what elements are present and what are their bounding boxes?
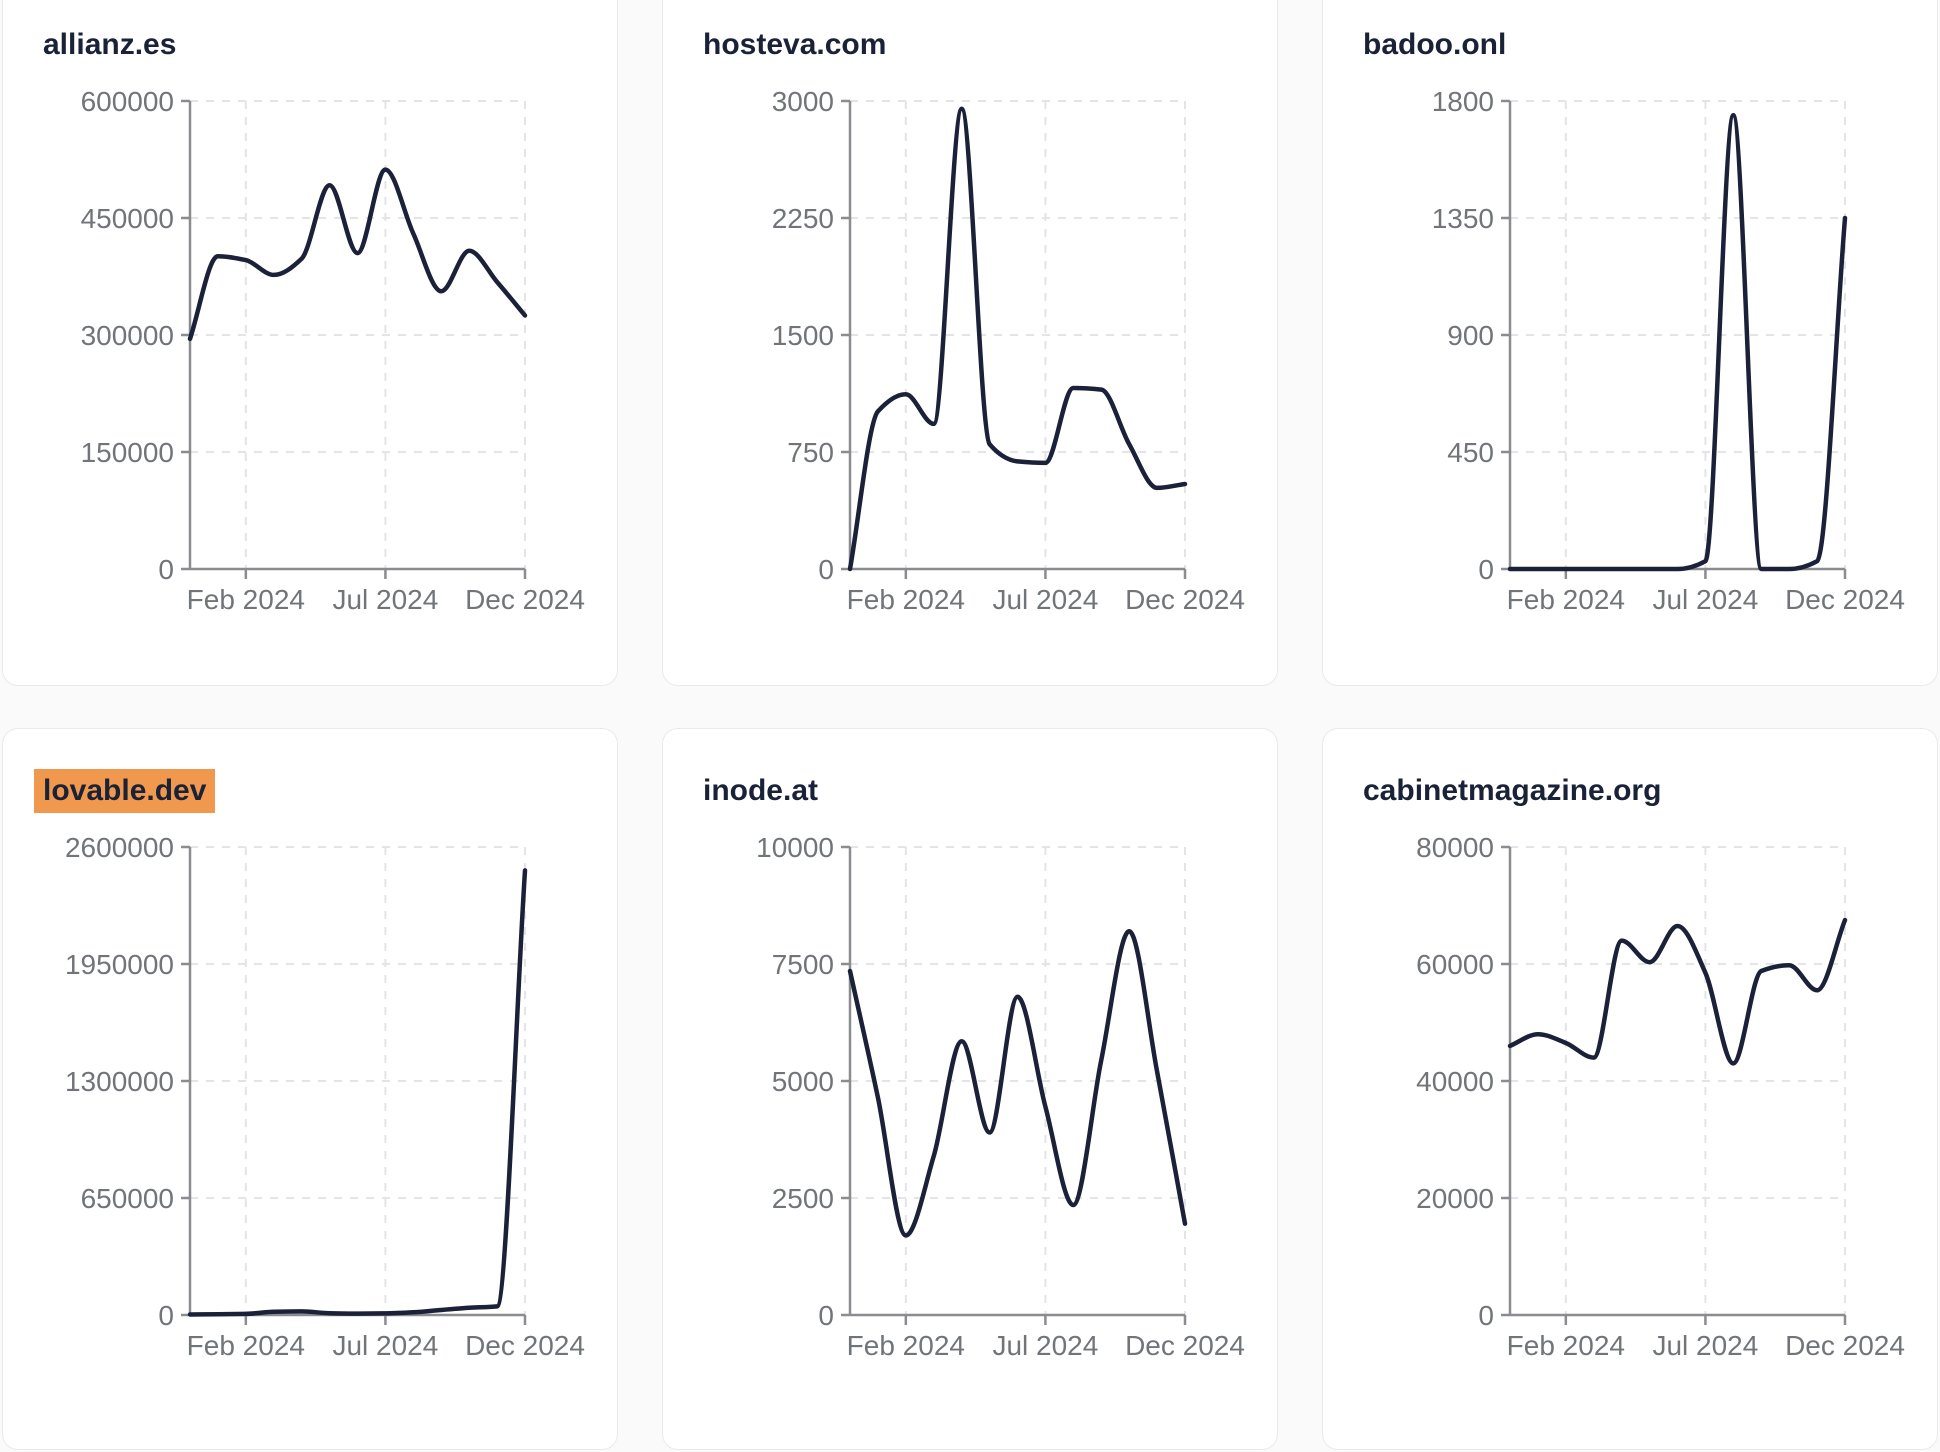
x-tick-label: Feb 2024: [1507, 584, 1625, 615]
y-tick-label: 0: [1478, 1300, 1494, 1331]
domain-card: hosteva.com 0 750 1500 2250 3000 Feb 2024 Jul …: [662, 0, 1278, 686]
domain-name: hosteva.com: [703, 28, 887, 61]
y-tick-label: 0: [158, 554, 174, 585]
x-tick-label: Dec 2024: [1785, 584, 1905, 615]
y-tick-label: 0: [1478, 554, 1494, 585]
traffic-line-chart: 0 750 1500 2250 3000 Feb 2024 Jul 2024 Dec 2024: [703, 83, 1277, 635]
x-tick-label: Feb 2024: [847, 584, 965, 615]
domain-name: cabinetmagazine.org: [1363, 774, 1662, 807]
x-tick-label: Jul 2024: [332, 584, 438, 615]
y-tick-label: 3000: [772, 86, 834, 117]
series-line: [187, 868, 528, 1317]
domain-card: lovable.dev 0 650000 1300000 1950000 2600000…: [2, 728, 618, 1450]
y-tick-label: 1500: [772, 320, 834, 351]
y-tick-label: 750: [787, 437, 834, 468]
x-tick-label: Jul 2024: [332, 1330, 438, 1361]
y-tick-label: 1800: [1432, 86, 1494, 117]
x-tick-label: Feb 2024: [187, 584, 305, 615]
domain-card: inode.at 0 2500 5000 7500 10000 Feb 2024 Jul 2…: [662, 728, 1278, 1450]
domain-card: cabinetmagazine.org 0 20000 40000 60000 8000…: [1322, 728, 1938, 1450]
y-tick-label: 0: [818, 1300, 834, 1331]
y-tick-label: 20000: [1416, 1183, 1494, 1214]
y-tick-label: 300000: [81, 320, 174, 351]
y-tick-label: 450: [1447, 437, 1494, 468]
x-tick-label: Feb 2024: [187, 1330, 305, 1361]
domain-name: badoo.onl: [1363, 28, 1507, 61]
y-tick-label: 10000: [756, 832, 834, 863]
traffic-line-chart: 0 2500 5000 7500 10000 Feb 2024 Jul 2024 Dec 20…: [703, 829, 1277, 1381]
y-tick-label: 0: [158, 1300, 174, 1331]
series-line: [1507, 113, 1848, 572]
y-tick-label: 2500: [772, 1183, 834, 1214]
x-tick-label: Jul 2024: [992, 584, 1098, 615]
series-line: [847, 928, 1188, 1238]
x-tick-label: Dec 2024: [1125, 584, 1245, 615]
domain-card: allianz.es 0 150000 300000 450000 600000 Feb …: [2, 0, 618, 686]
x-tick-label: Feb 2024: [847, 1330, 965, 1361]
traffic-line-chart: 0 20000 40000 60000 80000 Feb 2024 Jul 2024 Dec…: [1363, 829, 1937, 1381]
series-line: [1507, 917, 1848, 1066]
x-tick-label: Dec 2024: [1785, 1330, 1905, 1361]
y-tick-label: 650000: [81, 1183, 174, 1214]
domain-name: allianz.es: [43, 28, 177, 61]
domain-title: inode.at: [703, 769, 1277, 813]
line-chart-canvas: 0 650000 1300000 1950000 2600000 Feb 2024 Jul …: [65, 832, 585, 1361]
y-tick-label: 5000: [772, 1066, 834, 1097]
search-highlight: lovable.dev: [34, 769, 216, 813]
domain-title: allianz.es: [43, 23, 617, 67]
line-chart-canvas: 0 150000 300000 450000 600000 Feb 2024 Jul 202…: [81, 86, 585, 615]
x-tick-label: Feb 2024: [1507, 1330, 1625, 1361]
x-tick-label: Jul 2024: [1652, 1330, 1758, 1361]
domain-title: hosteva.com: [703, 23, 1277, 67]
domain-title: badoo.onl: [1363, 23, 1937, 67]
domain-name: inode.at: [703, 774, 819, 807]
traffic-line-chart: 0 150000 300000 450000 600000 Feb 2024 Jul 202…: [43, 83, 617, 635]
traffic-line-chart: 0 450 900 1350 1800 Feb 2024 Jul 2024 Dec 2024: [1363, 83, 1937, 635]
domain-title: lovable.dev: [34, 769, 617, 813]
series-line: [187, 167, 528, 342]
series-line: [847, 106, 1188, 572]
line-chart-canvas: 0 450 900 1350 1800 Feb 2024 Jul 2024 Dec 2024: [1432, 86, 1905, 615]
y-tick-label: 150000: [81, 437, 174, 468]
x-tick-label: Dec 2024: [465, 1330, 585, 1361]
y-tick-label: 40000: [1416, 1066, 1494, 1097]
x-tick-label: Jul 2024: [1652, 584, 1758, 615]
domain-card: badoo.onl 0 450 900 1350 1800 Feb 2024 Jul 202…: [1322, 0, 1938, 686]
y-tick-label: 7500: [772, 949, 834, 980]
line-chart-canvas: 0 750 1500 2250 3000 Feb 2024 Jul 2024 Dec 2024: [772, 86, 1245, 615]
y-tick-label: 60000: [1416, 949, 1494, 980]
y-tick-label: 1350: [1432, 203, 1494, 234]
y-tick-label: 600000: [81, 86, 174, 117]
y-tick-label: 900: [1447, 320, 1494, 351]
y-tick-label: 1300000: [65, 1066, 174, 1097]
x-tick-label: Dec 2024: [465, 584, 585, 615]
line-chart-canvas: 0 20000 40000 60000 80000 Feb 2024 Jul 2024 Dec…: [1416, 832, 1905, 1361]
y-tick-label: 2250: [772, 203, 834, 234]
y-tick-label: 0: [818, 554, 834, 585]
traffic-line-chart: 0 650000 1300000 1950000 2600000 Feb 2024 Jul …: [43, 829, 617, 1381]
y-tick-label: 80000: [1416, 832, 1494, 863]
line-chart-canvas: 0 2500 5000 7500 10000 Feb 2024 Jul 2024 Dec 20…: [756, 832, 1245, 1361]
x-tick-label: Dec 2024: [1125, 1330, 1245, 1361]
y-tick-label: 2600000: [65, 832, 174, 863]
y-tick-label: 1950000: [65, 949, 174, 980]
y-tick-label: 450000: [81, 203, 174, 234]
x-tick-label: Jul 2024: [992, 1330, 1098, 1361]
domain-title: cabinetmagazine.org: [1363, 769, 1937, 813]
